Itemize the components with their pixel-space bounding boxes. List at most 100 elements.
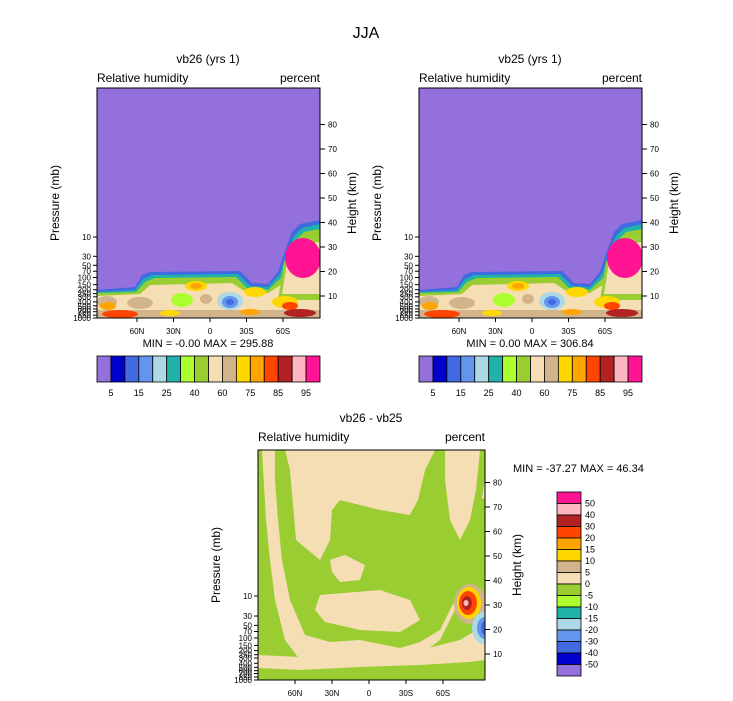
colorbar-swatch bbox=[571, 355, 587, 383]
pressure-tick-label: 100 bbox=[239, 634, 253, 643]
height-tick-label: 40 bbox=[493, 577, 502, 586]
colorbar-swatch bbox=[110, 355, 126, 383]
latitude-tick-label: 30S bbox=[399, 689, 413, 698]
colorbar-label: -15 bbox=[585, 614, 598, 624]
colorbar-swatch bbox=[446, 355, 462, 383]
colorbar-label: -20 bbox=[585, 625, 598, 635]
height-axis: 10 20 30 40 50 60 70 80 bbox=[642, 121, 659, 301]
height-tick-label: 80 bbox=[493, 479, 502, 488]
colorbar-label: -5 bbox=[585, 591, 593, 601]
colorbar-label: 60 bbox=[217, 388, 227, 398]
pressure-tick-label: 850 bbox=[78, 311, 92, 320]
colorbar-swatch bbox=[557, 355, 573, 383]
colorbar-swatch bbox=[488, 355, 504, 383]
height-tick-label: 80 bbox=[650, 121, 659, 130]
pressure-tick-label: 10 bbox=[82, 233, 91, 242]
colorbar-label: 85 bbox=[273, 388, 283, 398]
colorbar-swatch bbox=[194, 355, 209, 383]
pressure-tick-label: 1000 bbox=[395, 314, 413, 323]
pressure-tick-label: 850 bbox=[239, 673, 253, 682]
colorbar-swatch bbox=[556, 537, 582, 550]
height-tick-label: 60 bbox=[328, 170, 337, 179]
colorbar-swatch bbox=[235, 355, 251, 383]
colorbar-label: 40 bbox=[512, 388, 522, 398]
height-axis: 10 20 30 40 50 60 70 80 bbox=[485, 479, 502, 659]
height-tick-label: 20 bbox=[650, 268, 659, 277]
y-axis-title: Pressure (mb) bbox=[48, 165, 62, 241]
variable-label: Relative humidity bbox=[419, 71, 510, 85]
pressure-tick-label: 10 bbox=[404, 233, 413, 242]
pressure-tick-label: 70 bbox=[243, 627, 252, 636]
colorbar-swatch bbox=[556, 560, 582, 573]
pressure-axis: 10 30507010015020025030040050060070085010… bbox=[73, 233, 97, 323]
height-tick-label: 30 bbox=[328, 243, 337, 252]
colorbar-label: 5 bbox=[108, 388, 113, 398]
pressure-tick-label: 850 bbox=[400, 311, 414, 320]
colorbar-swatch bbox=[556, 514, 582, 527]
colorbar-label: -30 bbox=[585, 637, 598, 647]
colorbar-swatch bbox=[556, 583, 582, 596]
pressure-tick-label: 300 bbox=[78, 293, 92, 302]
colorbar-label: 15 bbox=[456, 388, 466, 398]
pressure-tick-label: 100 bbox=[78, 274, 92, 283]
pressure-tick-label: 70 bbox=[82, 267, 91, 276]
colorbar-swatch bbox=[516, 355, 531, 383]
latitude-tick-label: 0 bbox=[208, 327, 213, 336]
pressure-tick-label: 70 bbox=[404, 267, 413, 276]
colorbar-label: 5 bbox=[430, 388, 435, 398]
colorbar-label: 75 bbox=[245, 388, 255, 398]
colorbar-label: 40 bbox=[585, 510, 595, 520]
variable-label: Relative humidity bbox=[258, 430, 349, 444]
colorbar-swatch bbox=[556, 629, 582, 642]
height-tick-label: 40 bbox=[650, 219, 659, 228]
colorbar-label: 95 bbox=[623, 388, 633, 398]
colorbar-label: 0 bbox=[585, 579, 590, 589]
height-tick-label: 50 bbox=[650, 194, 659, 203]
colorbar-swatch bbox=[291, 355, 307, 383]
colorbar-swatch bbox=[556, 652, 582, 665]
latitude-tick-label: 30N bbox=[325, 689, 340, 698]
height-tick-label: 70 bbox=[650, 145, 659, 154]
height-tick-label: 30 bbox=[493, 601, 502, 610]
colorbar-swatch bbox=[544, 355, 559, 383]
y-axis-title-right: Height (km) bbox=[345, 172, 359, 234]
y-axis-title: Pressure (mb) bbox=[370, 165, 384, 241]
latitude-axis: 60N 30N 0 30S 60S bbox=[130, 318, 290, 336]
latitude-tick-label: 60S bbox=[598, 327, 612, 336]
colorbar-swatch bbox=[460, 355, 476, 383]
colorbar-label: 15 bbox=[585, 545, 595, 555]
colorbar-label: -40 bbox=[585, 648, 598, 658]
pressure-tick-label: 250 bbox=[400, 290, 414, 299]
figure-title: JJA bbox=[353, 25, 380, 42]
colorbar-swatch bbox=[556, 503, 582, 516]
latitude-tick-label: 60N bbox=[452, 327, 467, 336]
pressure-tick-label: 250 bbox=[78, 290, 92, 299]
colorbar-swatch bbox=[277, 355, 293, 383]
pressure-axis: 10 30507010015020025030040050060070085010… bbox=[395, 233, 419, 323]
pressure-tick-label: 150 bbox=[78, 281, 92, 290]
latitude-tick-label: 0 bbox=[367, 689, 372, 698]
colorbar-label: 75 bbox=[567, 388, 577, 398]
colorbar-swatch bbox=[138, 355, 154, 383]
latitude-axis: 60N 30N 0 30S 60S bbox=[452, 318, 612, 336]
height-tick-label: 70 bbox=[328, 145, 337, 154]
latitude-tick-label: 30S bbox=[561, 327, 575, 336]
pressure-tick-label: 500 bbox=[78, 302, 92, 311]
height-tick-label: 20 bbox=[493, 626, 502, 635]
pressure-tick-label: 10 bbox=[243, 592, 252, 601]
pressure-tick-label: 600 bbox=[78, 305, 92, 314]
colorbar-swatch bbox=[556, 526, 582, 539]
pressure-tick-label: 50 bbox=[243, 621, 252, 630]
colorbar-label: 5 bbox=[585, 568, 590, 578]
colorbar-swatch bbox=[249, 355, 265, 383]
colorbar-label: 15 bbox=[134, 388, 144, 398]
height-tick-label: 10 bbox=[328, 292, 337, 301]
pressure-axis: 10 30507010015020025030040050060070085010… bbox=[234, 592, 258, 685]
colorbar-swatch bbox=[222, 355, 237, 383]
latitude-tick-label: 30N bbox=[166, 327, 181, 336]
units-label: percent bbox=[280, 71, 321, 85]
colorbar-swatch bbox=[556, 549, 582, 562]
panel-title: vb25 (yrs 1) bbox=[498, 52, 561, 66]
